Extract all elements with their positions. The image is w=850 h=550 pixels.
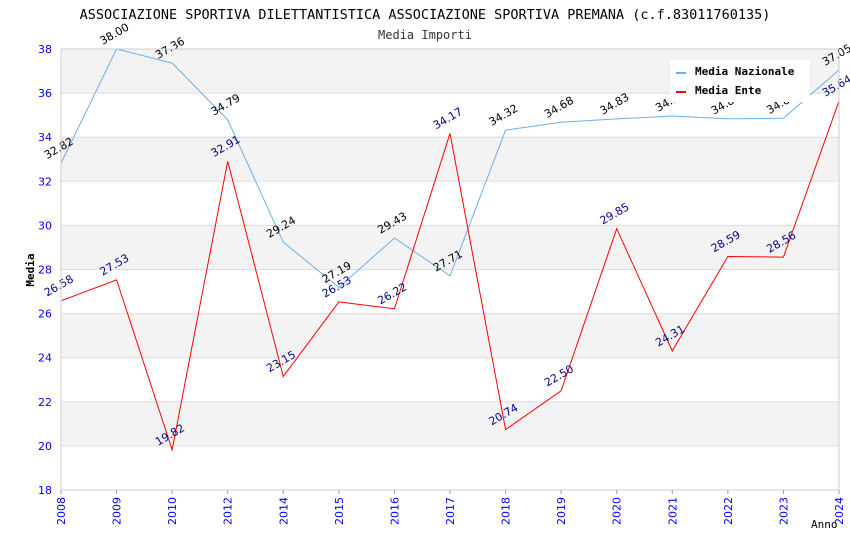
series-line-0 xyxy=(60,48,840,289)
y-tick-label: 30 xyxy=(38,219,52,232)
y-tick-label: 28 xyxy=(38,264,52,277)
grid-band xyxy=(61,225,839,270)
x-tick-label: 2016 xyxy=(388,497,401,525)
x-tick-label: 2022 xyxy=(722,497,735,525)
x-tick-label: 2021 xyxy=(666,497,679,525)
legend-entry: Media Nazionale xyxy=(695,65,795,78)
x-tick-label: 2012 xyxy=(222,497,235,525)
legend: Media Nazionale Media Ente xyxy=(670,60,810,102)
x-tick-label: 2017 xyxy=(444,497,457,525)
x-tick-label: 2008 xyxy=(55,497,68,525)
data-label: 22.50 xyxy=(542,362,576,389)
grid-band xyxy=(61,137,839,182)
y-tick-label: 18 xyxy=(38,484,52,497)
data-label: 29.85 xyxy=(598,200,632,227)
data-label: 34.79 xyxy=(209,91,243,118)
chart-title: ASSOCIAZIONE SPORTIVA DILETTANTISTICA AS… xyxy=(80,7,771,23)
x-tick-label: 2024 xyxy=(833,497,846,525)
grid-band xyxy=(61,401,839,446)
y-tick-label: 36 xyxy=(38,87,52,100)
y-tick-label: 32 xyxy=(38,175,52,188)
y-tick-label: 24 xyxy=(38,352,52,365)
y-tick-label: 26 xyxy=(38,308,52,321)
x-tick-label: 2019 xyxy=(555,497,568,525)
y-tick-label: 22 xyxy=(38,396,52,409)
y-tick-label: 20 xyxy=(38,440,52,453)
series-line-1 xyxy=(60,100,840,452)
x-tick-label: 2009 xyxy=(111,497,124,525)
x-tick-label: 2015 xyxy=(333,497,346,525)
data-label: 34.32 xyxy=(487,102,521,129)
data-label: 34.68 xyxy=(542,94,576,121)
chart-subtitle: Media Importi xyxy=(378,28,472,42)
x-tick-label: 2014 xyxy=(277,497,290,525)
x-tick-label: 2018 xyxy=(500,497,513,525)
grid-band xyxy=(61,313,839,358)
y-tick-label: 38 xyxy=(38,43,52,56)
x-axis-label: Anno xyxy=(811,518,838,531)
x-tick-label: 2020 xyxy=(611,497,624,525)
y-axis-label: Media xyxy=(24,253,37,286)
legend-entry: Media Ente xyxy=(695,84,762,97)
data-label: 26.22 xyxy=(375,280,409,307)
x-tick-label: 2010 xyxy=(166,497,179,525)
y-tick-label: 34 xyxy=(38,131,52,144)
data-label: 34.83 xyxy=(598,90,632,117)
data-label: 38.00 xyxy=(98,21,132,48)
data-label: 34.17 xyxy=(431,105,465,132)
x-tick-label: 2023 xyxy=(777,497,790,525)
